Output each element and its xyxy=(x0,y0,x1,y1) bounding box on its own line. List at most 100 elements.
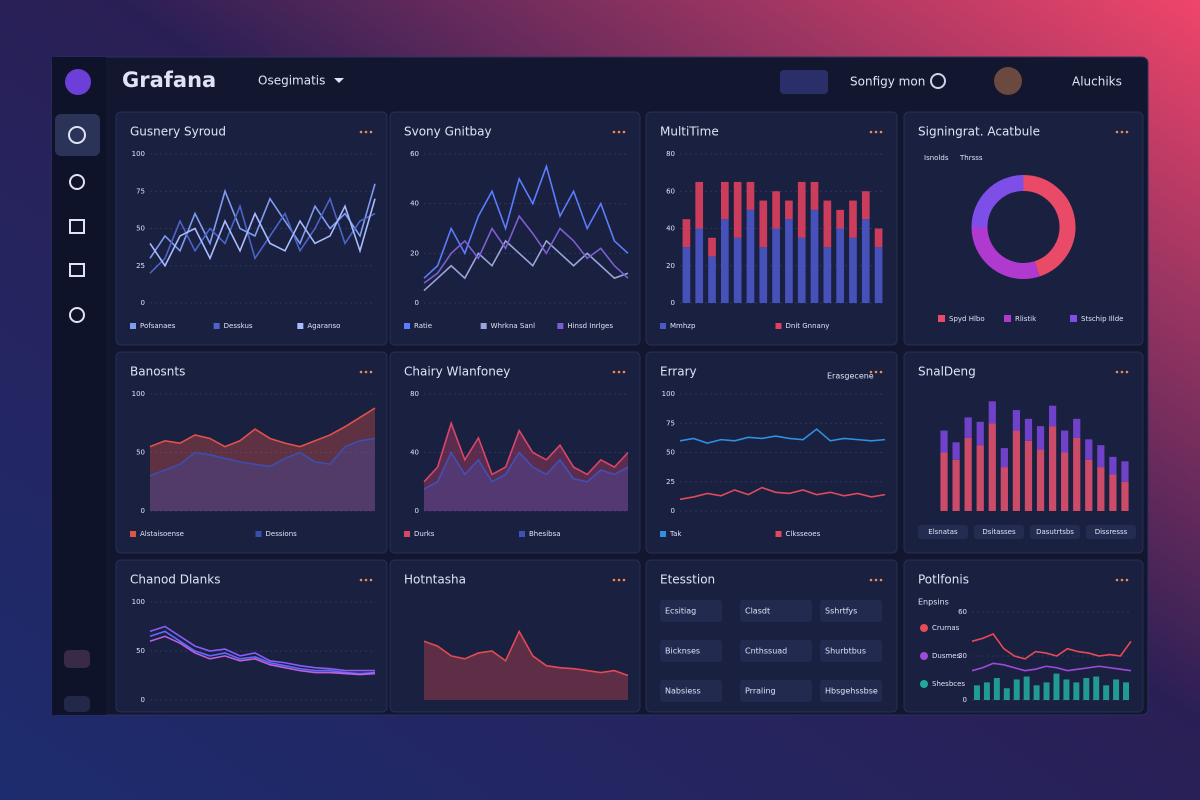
legend-label: Ratie xyxy=(414,322,432,330)
panel-menu-dot[interactable] xyxy=(622,370,626,374)
menu-button[interactable] xyxy=(780,70,828,94)
legend-swatch xyxy=(920,652,928,660)
panel-menu-dot[interactable] xyxy=(617,130,621,134)
panel-menu-dot[interactable] xyxy=(879,578,883,582)
avatar[interactable] xyxy=(994,67,1022,95)
dashboard-picker[interactable]: Osegimatis xyxy=(258,74,325,88)
nav-icon[interactable] xyxy=(64,650,90,668)
panel-menu-dot[interactable] xyxy=(617,370,621,374)
bar xyxy=(849,200,857,238)
panel-menu-dot[interactable] xyxy=(869,130,873,134)
panel-menu-dot[interactable] xyxy=(369,130,373,134)
area xyxy=(424,452,628,511)
panel-menu-dot[interactable] xyxy=(617,578,621,582)
button[interactable] xyxy=(1030,525,1080,539)
panel-menu-dot[interactable] xyxy=(879,130,883,134)
panel-menu-dot[interactable] xyxy=(1120,578,1124,582)
panel-menu-dot[interactable] xyxy=(612,370,616,374)
table-cell[interactable] xyxy=(660,640,722,662)
panel: Signingrat. Acatbule Isnolds Thrsss Spyd Hl… xyxy=(903,111,1144,346)
table-cell[interactable] xyxy=(740,640,812,662)
settings-icon[interactable] xyxy=(930,73,946,89)
panel-menu-dot[interactable] xyxy=(369,578,373,582)
bar xyxy=(1109,474,1117,511)
button[interactable] xyxy=(974,525,1024,539)
button-label: Dissresss xyxy=(1095,528,1128,536)
sidebar xyxy=(52,57,106,715)
bar xyxy=(1073,437,1081,511)
nav-icon[interactable] xyxy=(68,126,86,144)
bar xyxy=(1012,430,1021,511)
button[interactable] xyxy=(918,525,968,539)
panel-menu-dot[interactable] xyxy=(1120,130,1124,134)
bar xyxy=(1121,481,1129,511)
bar xyxy=(733,237,742,303)
panel-menu-dot[interactable] xyxy=(364,578,368,582)
badge[interactable]: Erasgecene xyxy=(827,372,874,381)
logo[interactable] xyxy=(65,69,91,95)
nav-icon[interactable] xyxy=(69,174,85,190)
area xyxy=(424,631,628,700)
panel-menu-dot[interactable] xyxy=(874,578,878,582)
tab[interactable]: Isnolds xyxy=(924,154,949,162)
table-cell[interactable] xyxy=(820,680,882,702)
panel-menu-dot[interactable] xyxy=(869,370,873,374)
panel-menu-dot[interactable] xyxy=(1115,130,1119,134)
panel-menu-dot[interactable] xyxy=(874,130,878,134)
nav-icon[interactable] xyxy=(69,307,85,323)
table-cell[interactable] xyxy=(660,680,722,702)
nav-icon[interactable] xyxy=(64,696,90,712)
panel-menu-dot[interactable] xyxy=(1115,370,1119,374)
bar xyxy=(964,417,972,438)
line xyxy=(149,635,376,676)
panel-menu-dot[interactable] xyxy=(359,130,363,134)
line xyxy=(971,633,1132,660)
panel-menu-dot[interactable] xyxy=(612,578,616,582)
panel-background xyxy=(903,111,1144,346)
panel-menu-dot[interactable] xyxy=(369,370,373,374)
panel-menu-dot[interactable] xyxy=(1125,370,1129,374)
bar xyxy=(785,200,793,220)
panel-menu-dot[interactable] xyxy=(359,578,363,582)
user-menu[interactable]: Aluchiks xyxy=(1072,75,1122,89)
panel-menu-dot[interactable] xyxy=(622,130,626,134)
y-tick-label: 50 xyxy=(666,449,675,457)
panel-menu-dot[interactable] xyxy=(1120,370,1124,374)
panel-menu-dot[interactable] xyxy=(364,130,368,134)
dropdown-arrow[interactable] xyxy=(334,78,344,83)
panel-menu-dot[interactable] xyxy=(874,370,878,374)
panel-menu-dot[interactable] xyxy=(364,370,368,374)
panel-background xyxy=(389,559,641,713)
panel: Chairy Wlanfoney 0 40 80 Durks Bhesibsa xyxy=(389,351,641,554)
line xyxy=(149,437,376,477)
panel-menu-dot[interactable] xyxy=(1125,130,1129,134)
y-tick-label: 80 xyxy=(410,390,419,398)
panel-menu-dot[interactable] xyxy=(1115,578,1119,582)
y-tick-label: 25 xyxy=(136,262,145,270)
bar xyxy=(861,219,870,303)
table-cell[interactable] xyxy=(660,600,722,622)
panel-menu-dot[interactable] xyxy=(622,578,626,582)
nav-icon[interactable] xyxy=(69,219,85,234)
tab[interactable]: Thrsss xyxy=(959,154,983,162)
button-label: Elsnatas xyxy=(928,528,958,536)
panel-menu-dot[interactable] xyxy=(1125,578,1129,582)
table-cell[interactable] xyxy=(740,680,812,702)
panel-background xyxy=(115,559,388,713)
legend-label: Shesbces xyxy=(932,680,965,688)
nav-icon[interactable] xyxy=(69,263,85,277)
panel-menu-dot[interactable] xyxy=(869,578,873,582)
nav-active[interactable] xyxy=(55,114,100,156)
panel-menu-dot[interactable] xyxy=(612,130,616,134)
bar xyxy=(940,430,948,453)
table-cell[interactable] xyxy=(740,600,812,622)
table-cell[interactable] xyxy=(820,600,882,622)
search[interactable]: Sonfigy mon xyxy=(850,75,925,89)
table-cell[interactable] xyxy=(820,640,882,662)
bar xyxy=(836,209,844,229)
legend-swatch xyxy=(213,323,220,329)
panel-menu-dot[interactable] xyxy=(879,370,883,374)
panel-menu-dot[interactable] xyxy=(359,370,363,374)
legend-label: Clksseoes xyxy=(786,530,821,538)
button[interactable] xyxy=(1086,525,1136,539)
